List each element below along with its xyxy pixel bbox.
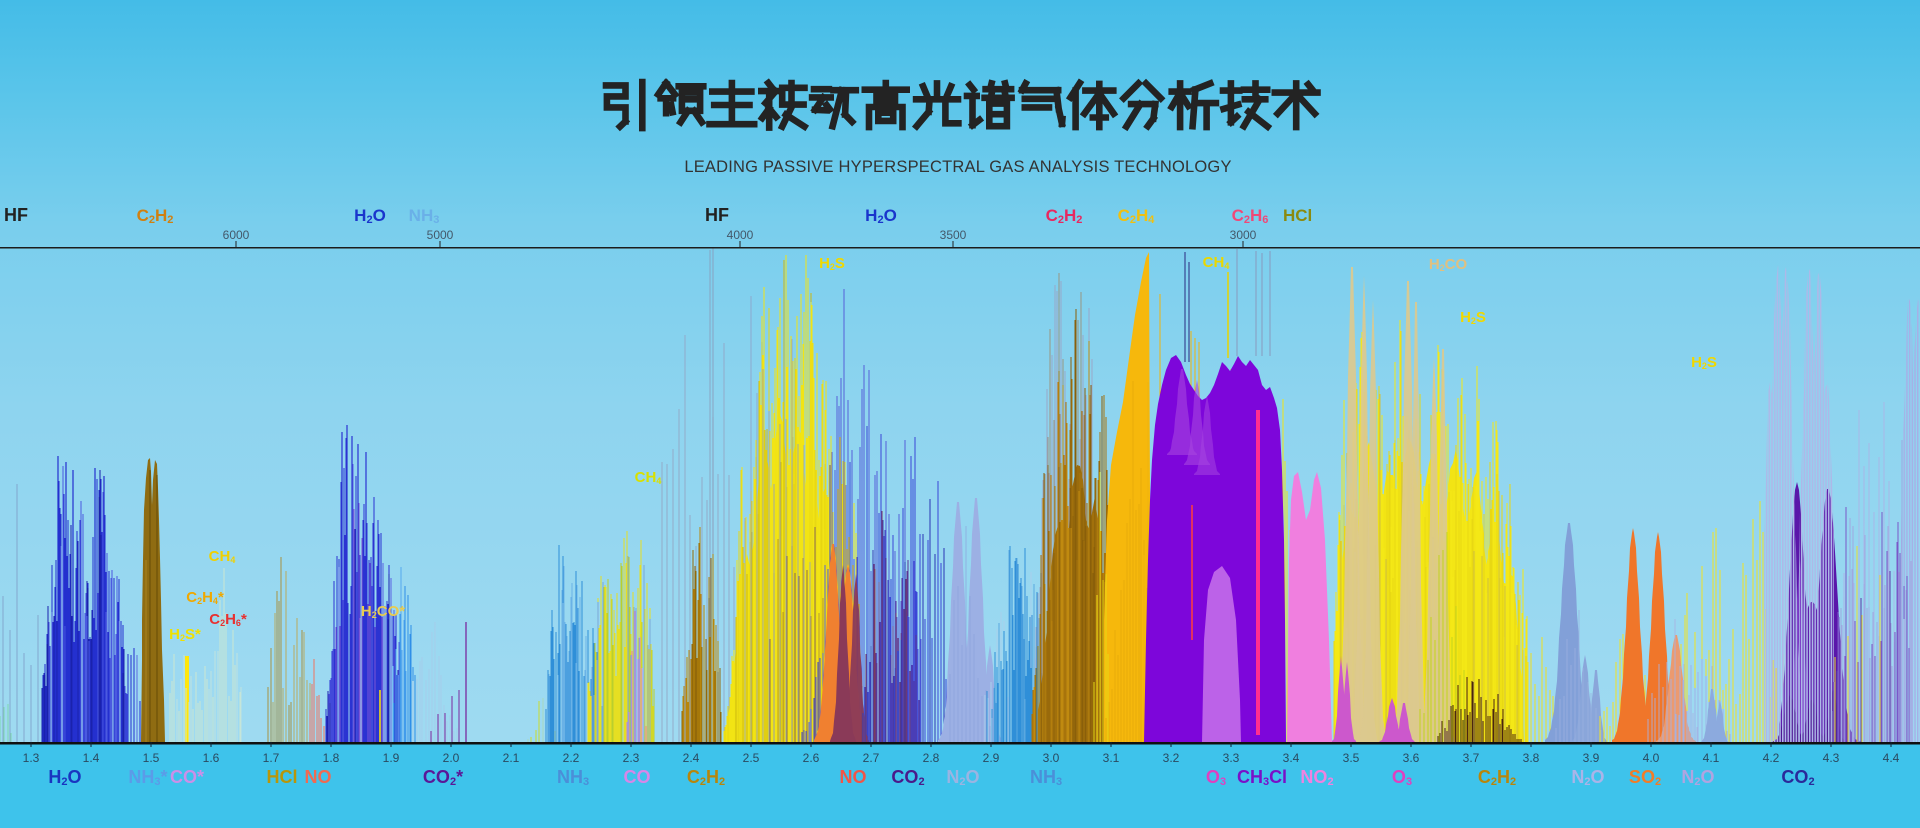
svg-text:3500: 3500 (940, 228, 967, 242)
svg-text:1.7: 1.7 (263, 751, 280, 765)
svg-text:HCl: HCl (267, 767, 298, 787)
svg-text:H2O: H2O (48, 767, 81, 788)
svg-text:1.9: 1.9 (383, 751, 400, 765)
svg-text:C2H2: C2H2 (137, 206, 174, 226)
svg-text:2.0: 2.0 (443, 751, 460, 765)
svg-text:C2H4*: C2H4* (186, 589, 224, 606)
svg-text:CO2: CO2 (891, 767, 924, 788)
svg-text:C2H2: C2H2 (1046, 206, 1083, 226)
svg-text:H2O: H2O (865, 206, 897, 226)
svg-text:1.6: 1.6 (203, 751, 220, 765)
svg-text:H2S*: H2S* (169, 626, 201, 643)
svg-text:3.3: 3.3 (1223, 751, 1240, 765)
svg-text:5000: 5000 (427, 228, 454, 242)
svg-text:3.2: 3.2 (1163, 751, 1180, 765)
svg-text:6000: 6000 (223, 228, 250, 242)
svg-text:CO: CO (624, 767, 651, 787)
svg-text:H2S: H2S (1691, 354, 1717, 371)
svg-text:C2H4: C2H4 (1118, 206, 1156, 226)
svg-text:2.4: 2.4 (683, 751, 700, 765)
svg-text:2.9: 2.9 (983, 751, 1000, 765)
svg-text:HF: HF (705, 205, 729, 225)
svg-text:2.2: 2.2 (563, 751, 580, 765)
svg-text:C2H2: C2H2 (687, 767, 725, 788)
svg-text:O3: O3 (1206, 767, 1226, 788)
svg-text:3.0: 3.0 (1043, 751, 1060, 765)
svg-text:2.6: 2.6 (803, 751, 820, 765)
svg-text:2.3: 2.3 (623, 751, 640, 765)
svg-text:1.8: 1.8 (323, 751, 340, 765)
svg-text:4000: 4000 (727, 228, 754, 242)
svg-text:H2O: H2O (354, 206, 386, 226)
svg-text:1.3: 1.3 (23, 751, 40, 765)
svg-text:3.1: 3.1 (1103, 751, 1120, 765)
svg-text:3.8: 3.8 (1523, 751, 1540, 765)
svg-text:CH4: CH4 (209, 548, 236, 565)
svg-text:2.8: 2.8 (923, 751, 940, 765)
svg-text:HCl: HCl (1283, 206, 1312, 225)
svg-text:CH3Cl: CH3Cl (1237, 767, 1287, 788)
svg-text:3000: 3000 (1230, 228, 1257, 242)
svg-text:O3: O3 (1392, 767, 1412, 788)
svg-text:NH3*: NH3* (128, 767, 167, 788)
svg-text:2.7: 2.7 (863, 751, 880, 765)
svg-text:3.7: 3.7 (1463, 751, 1480, 765)
svg-text:H2CO: H2CO (1429, 256, 1468, 273)
svg-text:N2O: N2O (1571, 767, 1604, 788)
svg-text:4.4: 4.4 (1883, 751, 1900, 765)
svg-text:H2S: H2S (1460, 309, 1486, 326)
svg-text:NH3: NH3 (409, 206, 440, 226)
svg-text:NO: NO (840, 767, 867, 787)
svg-text:3.5: 3.5 (1343, 751, 1360, 765)
svg-text:CO2*: CO2* (423, 767, 463, 788)
svg-text:HF: HF (4, 205, 28, 225)
svg-text:N2O: N2O (1681, 767, 1714, 788)
svg-text:3.6: 3.6 (1403, 751, 1420, 765)
svg-text:LEADING PASSIVE HYPERSPECTRAL: LEADING PASSIVE HYPERSPECTRAL GAS ANALYS… (684, 158, 1231, 176)
svg-text:4.1: 4.1 (1703, 751, 1720, 765)
svg-text:3.9: 3.9 (1583, 751, 1600, 765)
svg-text:NH3: NH3 (557, 767, 589, 788)
svg-text:4.2: 4.2 (1763, 751, 1780, 765)
svg-text:1.5: 1.5 (143, 751, 160, 765)
svg-text:H2CO*: H2CO* (361, 603, 405, 620)
svg-text:N2O: N2O (946, 767, 979, 788)
svg-text:CH4: CH4 (635, 469, 662, 486)
svg-text:4.3: 4.3 (1823, 751, 1840, 765)
svg-text:3.4: 3.4 (1283, 751, 1300, 765)
svg-text:NH3: NH3 (1030, 767, 1062, 788)
svg-text:2.1: 2.1 (503, 751, 520, 765)
svg-text:CH4: CH4 (1203, 254, 1230, 271)
svg-text:C2H6*: C2H6* (209, 611, 247, 628)
svg-text:C2H6: C2H6 (1232, 206, 1269, 226)
svg-text:NO: NO (305, 767, 332, 787)
svg-text:C2H2: C2H2 (1478, 767, 1516, 788)
svg-text:2.5: 2.5 (743, 751, 760, 765)
svg-text:1.4: 1.4 (83, 751, 100, 765)
svg-text:CO2: CO2 (1781, 767, 1814, 788)
svg-text:4.0: 4.0 (1643, 751, 1660, 765)
svg-text:SO2: SO2 (1629, 767, 1661, 788)
svg-text:NO2: NO2 (1300, 767, 1333, 788)
svg-text:CO*: CO* (170, 767, 204, 787)
svg-text:H2S: H2S (819, 255, 845, 272)
